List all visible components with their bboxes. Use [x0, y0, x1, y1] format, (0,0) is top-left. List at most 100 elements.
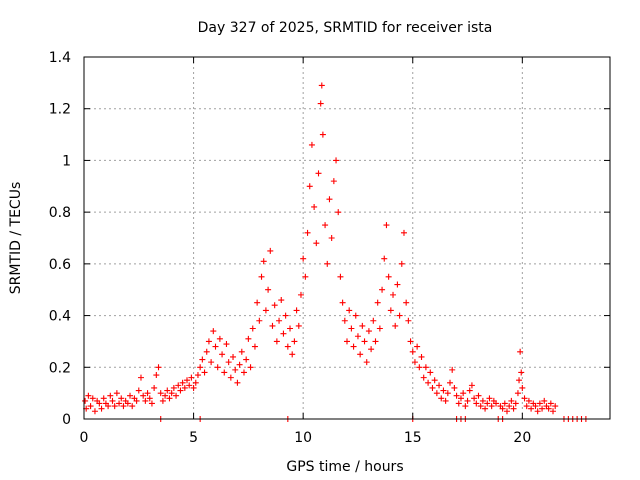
data-point [390, 291, 397, 298]
data-point [260, 258, 267, 265]
data-point [304, 229, 311, 236]
data-point [387, 307, 394, 314]
data-point [354, 333, 361, 340]
data-point [532, 403, 539, 410]
data-point [473, 400, 480, 407]
data-point [124, 400, 131, 407]
data-point [284, 343, 291, 350]
data-point [151, 384, 158, 391]
data-point [330, 178, 337, 185]
data-point [361, 338, 368, 345]
data-point [512, 400, 519, 407]
data-point [488, 403, 495, 410]
data-point [192, 379, 199, 386]
data-point [475, 392, 482, 399]
data-point [436, 382, 443, 389]
data-point [82, 397, 89, 404]
data-point [243, 356, 250, 363]
data-point [135, 387, 142, 394]
data-point [181, 384, 188, 391]
data-point [519, 384, 526, 391]
data-point [534, 408, 541, 415]
data-point [405, 317, 412, 324]
data-point [162, 392, 169, 399]
data-point [170, 384, 177, 391]
data-point [427, 369, 434, 376]
data-point [372, 338, 379, 345]
data-point [453, 392, 460, 399]
y-tick-label: 1.4 [49, 50, 71, 66]
data-point [324, 260, 331, 267]
data-point [486, 395, 493, 402]
data-point [107, 392, 114, 399]
data-point [348, 325, 355, 332]
data-point [190, 384, 197, 391]
data-point [545, 405, 552, 412]
data-point [523, 403, 530, 410]
data-point [164, 387, 171, 394]
data-point [308, 141, 315, 148]
y-tick-label: 0.8 [49, 205, 71, 221]
data-point [328, 235, 335, 241]
data-point [212, 343, 219, 350]
data-point [98, 405, 105, 412]
data-point [514, 390, 521, 397]
data-point [403, 299, 410, 306]
data-point [379, 286, 386, 293]
data-point [385, 273, 392, 280]
data-point [468, 382, 475, 389]
data-point [105, 403, 112, 410]
data-point [508, 397, 515, 404]
data-point [254, 299, 261, 306]
data-point [322, 222, 329, 229]
x-tick-label: 0 [80, 430, 89, 446]
data-point [223, 341, 230, 348]
data-point [425, 379, 432, 386]
data-point [315, 170, 322, 177]
data-point [140, 392, 147, 399]
data-point [370, 317, 377, 324]
data-point [525, 397, 532, 404]
data-point [374, 299, 381, 306]
x-axis-label: GPS time / hours [286, 459, 403, 475]
data-point [238, 348, 245, 355]
data-point [464, 397, 471, 404]
data-point [219, 351, 226, 358]
data-point [100, 395, 107, 402]
data-point [503, 408, 510, 415]
ticks-layer: 0 0.2 0.4 0.6 0.8 1 1.2 1.4 0 5 10 15 20 [49, 50, 610, 446]
data-point [118, 395, 125, 402]
data-point [289, 351, 296, 358]
data-point [339, 299, 346, 306]
data-point [177, 387, 184, 394]
data-point [201, 369, 208, 376]
data-point [363, 359, 370, 366]
data-point [203, 348, 210, 355]
data-point [194, 372, 201, 379]
data-point [418, 353, 425, 360]
data-point [306, 183, 313, 190]
points-layer [82, 82, 589, 422]
data-point [89, 395, 96, 402]
data-point [295, 322, 302, 329]
data-point [240, 369, 247, 376]
data-point [148, 400, 155, 407]
x-tick-label: 15 [404, 430, 422, 446]
data-point [297, 291, 304, 298]
data-point [291, 338, 298, 345]
grid-layer [84, 57, 610, 419]
data-point [236, 361, 243, 368]
data-point [444, 390, 451, 397]
data-point [518, 369, 525, 376]
data-point [337, 273, 344, 280]
data-point [175, 382, 182, 389]
data-point [311, 203, 318, 210]
data-point [451, 384, 458, 391]
data-point [153, 372, 160, 379]
data-point [116, 400, 123, 407]
data-point [91, 408, 98, 415]
data-point [96, 400, 103, 407]
data-point [368, 346, 375, 353]
